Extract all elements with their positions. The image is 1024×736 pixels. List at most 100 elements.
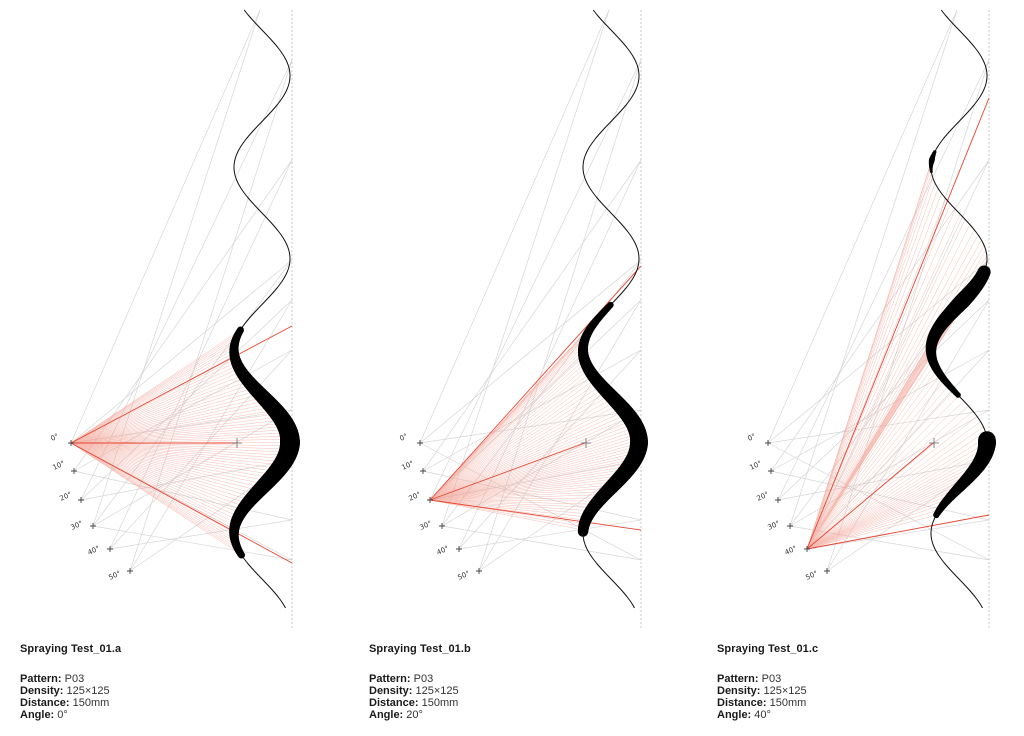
pattern-value: P03 — [64, 673, 85, 685]
spray-ray — [806, 385, 950, 550]
nozzle-cross-icon — [417, 440, 423, 446]
distance-label: Distance: — [717, 697, 767, 709]
spray-ray — [70, 406, 273, 444]
spray-ray — [70, 442, 235, 536]
spray-ray — [70, 442, 280, 469]
spray-ray — [429, 414, 628, 501]
spray-ray — [806, 177, 934, 550]
guide-line — [777, 59, 990, 501]
guide-line — [419, 9, 610, 444]
spray-ray — [70, 390, 258, 444]
spray-ray — [806, 478, 968, 550]
spray-ray — [429, 430, 637, 501]
coating-deposit — [577, 301, 648, 537]
spray-ray — [70, 342, 236, 444]
angle-tick-label: 10° — [400, 459, 415, 472]
centre-cross-icon — [581, 438, 591, 448]
spray-ray — [429, 452, 638, 501]
spray-ray — [806, 509, 940, 550]
coating-dot — [577, 526, 589, 537]
guide-line — [70, 9, 261, 444]
spray-ray — [70, 329, 241, 444]
spray-ray — [429, 439, 640, 501]
diagram-test-c: 0° 10° 20° 30°40° 50° — [746, 9, 996, 628]
spray-edge-top — [70, 325, 293, 444]
spray-ray — [429, 499, 599, 502]
distance-value: 150mm — [769, 697, 807, 709]
guide-line — [422, 159, 642, 472]
spray-ray — [429, 343, 584, 501]
angle-tick-label: 30° — [766, 519, 781, 532]
angle-tick-label: 20° — [58, 490, 73, 503]
guide-line — [458, 349, 642, 550]
guide-line — [478, 299, 642, 572]
guide-line — [70, 259, 293, 444]
spray-ray — [806, 229, 975, 550]
spray-centre-ray — [429, 442, 586, 501]
spray-ray — [429, 359, 585, 501]
angle-value: 0° — [57, 709, 68, 721]
spray-ray — [429, 468, 628, 501]
spray-ray — [70, 442, 289, 453]
spray-ray — [70, 442, 240, 552]
spray-ray — [806, 468, 977, 550]
spray-ray — [70, 442, 263, 488]
spray-ray — [70, 442, 237, 546]
angle-tick-label: 20° — [755, 490, 770, 503]
spray-ray — [70, 442, 241, 514]
guide-line — [806, 519, 990, 550]
angle-tick-label: 50° — [456, 569, 471, 582]
distance-value: 150mm — [72, 697, 110, 709]
angle-label: Angle: — [369, 709, 404, 721]
spray-ray — [70, 429, 288, 444]
guide-line — [92, 259, 293, 527]
angle-value: 20° — [406, 709, 423, 721]
spray-ray — [806, 374, 941, 550]
guide-line — [767, 9, 958, 444]
panel-title: Spraying Test_01.b — [369, 643, 471, 655]
spray-ray — [806, 240, 982, 550]
spray-ray — [70, 439, 290, 444]
guide-line — [92, 525, 293, 561]
spray-ray — [70, 442, 248, 504]
spray-ray — [70, 365, 238, 444]
spray-ray — [806, 183, 936, 550]
coating-dot — [955, 392, 961, 398]
spray-ray — [70, 374, 244, 444]
density-value: 125×125 — [66, 685, 110, 697]
spray-ray — [70, 442, 275, 475]
spray-ray — [806, 395, 959, 550]
guide-line — [770, 159, 990, 472]
spray-ray — [70, 442, 269, 482]
guide-line — [109, 349, 293, 550]
density-value: 125×125 — [763, 685, 807, 697]
spray-ray — [70, 333, 239, 444]
spray-ray — [70, 410, 276, 444]
spray-ray — [70, 442, 256, 495]
guide-line — [129, 59, 293, 572]
centre-cross-icon — [232, 438, 242, 448]
spray-ray — [806, 359, 933, 550]
spray-ray — [70, 442, 238, 549]
spray-ray — [429, 369, 589, 501]
guide-line — [73, 470, 293, 521]
nozzle-cross-icon — [476, 568, 482, 574]
spray-ray — [70, 432, 289, 444]
pattern-value: P03 — [413, 673, 434, 685]
guide-line — [422, 349, 642, 472]
spray-ray — [70, 387, 255, 444]
caption-test-a: Spraying Test_01.a Pattern: P03 Density:… — [20, 643, 320, 721]
pattern-label: Pattern: — [369, 673, 411, 685]
guide-line — [70, 409, 293, 444]
spray-ray — [806, 426, 984, 550]
spray-ray — [429, 388, 605, 501]
spray-fan — [806, 151, 988, 550]
coating-deposit — [229, 326, 300, 559]
pattern-value: P03 — [761, 673, 782, 685]
spray-ray — [70, 442, 235, 527]
spray-ray — [429, 487, 611, 501]
guide-line — [770, 349, 990, 472]
spray-ray — [429, 471, 626, 501]
spray-ray — [806, 203, 951, 550]
spray-ray — [429, 407, 623, 501]
